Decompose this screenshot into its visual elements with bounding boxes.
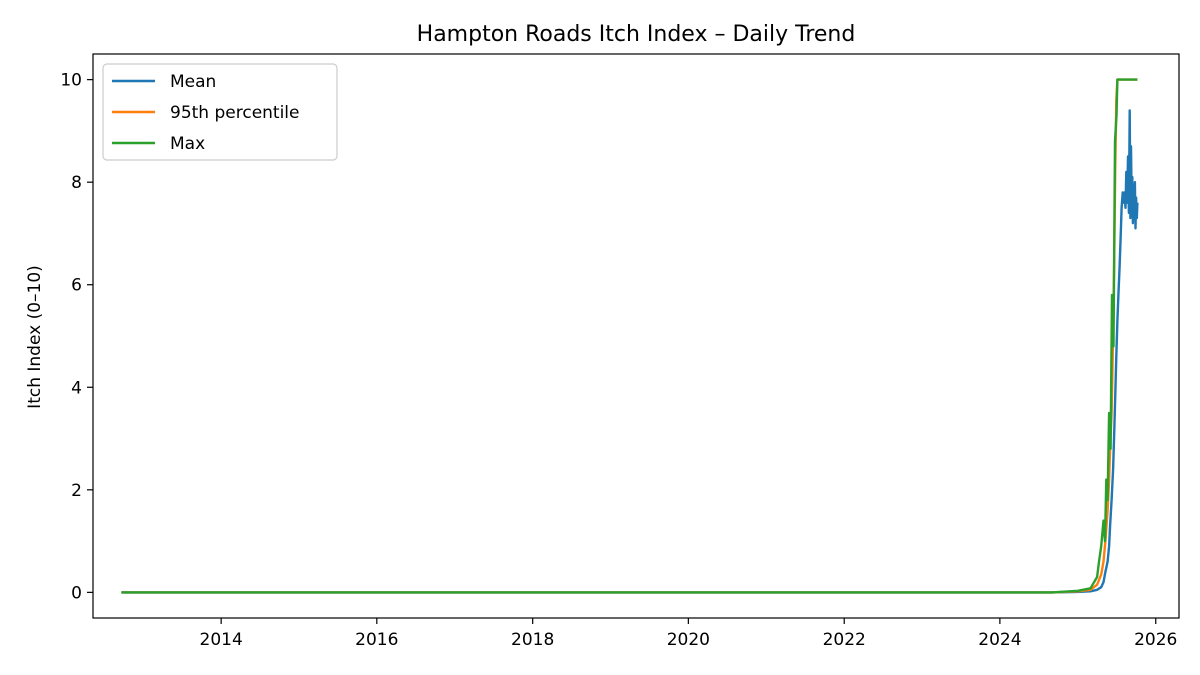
series-line-2: [121, 78, 1138, 594]
legend-label-0: Mean: [170, 72, 216, 92]
y-tick-label: 10: [60, 71, 82, 91]
legend-label-2: Max: [170, 134, 205, 154]
series-line-0: [121, 109, 1139, 594]
x-axis-ticks: 2014 2016 2018 2020 2022 2024 2026: [200, 618, 1177, 650]
x-tick-label: 2022: [823, 630, 866, 650]
y-tick-label: 6: [71, 276, 82, 296]
legend-label-1: 95th percentile: [170, 103, 300, 123]
y-tick-label: 2: [71, 481, 82, 501]
plot-lines: [121, 78, 1139, 594]
plot-frame: [92, 53, 1180, 619]
y-tick-label: 0: [71, 583, 82, 603]
chart-title: Hampton Roads Itch Index – Daily Trend: [417, 22, 856, 47]
x-tick-label: 2026: [1134, 630, 1177, 650]
y-axis-label: Itch Index (0–10): [25, 265, 45, 409]
y-tick-label: 4: [71, 378, 82, 398]
legend-box: [102, 63, 338, 161]
x-tick-label: 2018: [511, 630, 554, 650]
x-tick-label: 2020: [667, 630, 710, 650]
x-tick-label: 2024: [978, 630, 1021, 650]
y-axis-ticks: 0 2 4 6 8 10: [60, 71, 93, 603]
legend: Mean 95th percentile Max: [102, 63, 338, 161]
x-tick-label: 2016: [355, 630, 398, 650]
y-tick-label: 8: [71, 173, 82, 193]
x-tick-label: 2014: [200, 630, 243, 650]
